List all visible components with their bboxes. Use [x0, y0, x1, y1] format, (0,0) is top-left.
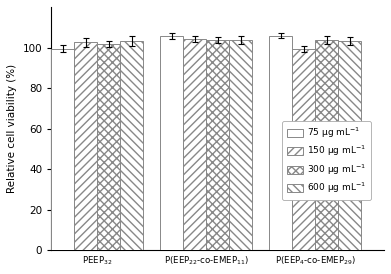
Y-axis label: Relative cell viability (%): Relative cell viability (%): [7, 64, 17, 193]
Bar: [338, 41, 361, 250]
Bar: [206, 40, 229, 250]
Bar: [160, 36, 183, 250]
Bar: [74, 42, 97, 250]
Bar: [51, 48, 74, 250]
Legend: 75 μg mL$^{-1}$, 150 μg mL$^{-1}$, 300 μg mL$^{-1}$, 600 μg mL$^{-1}$: 75 μg mL$^{-1}$, 150 μg mL$^{-1}$, 300 μ…: [282, 121, 371, 200]
Bar: [229, 41, 252, 250]
Bar: [292, 49, 315, 250]
Bar: [183, 39, 206, 250]
Bar: [315, 41, 338, 250]
Bar: [97, 44, 120, 250]
Bar: [269, 36, 292, 250]
Bar: [120, 41, 143, 250]
